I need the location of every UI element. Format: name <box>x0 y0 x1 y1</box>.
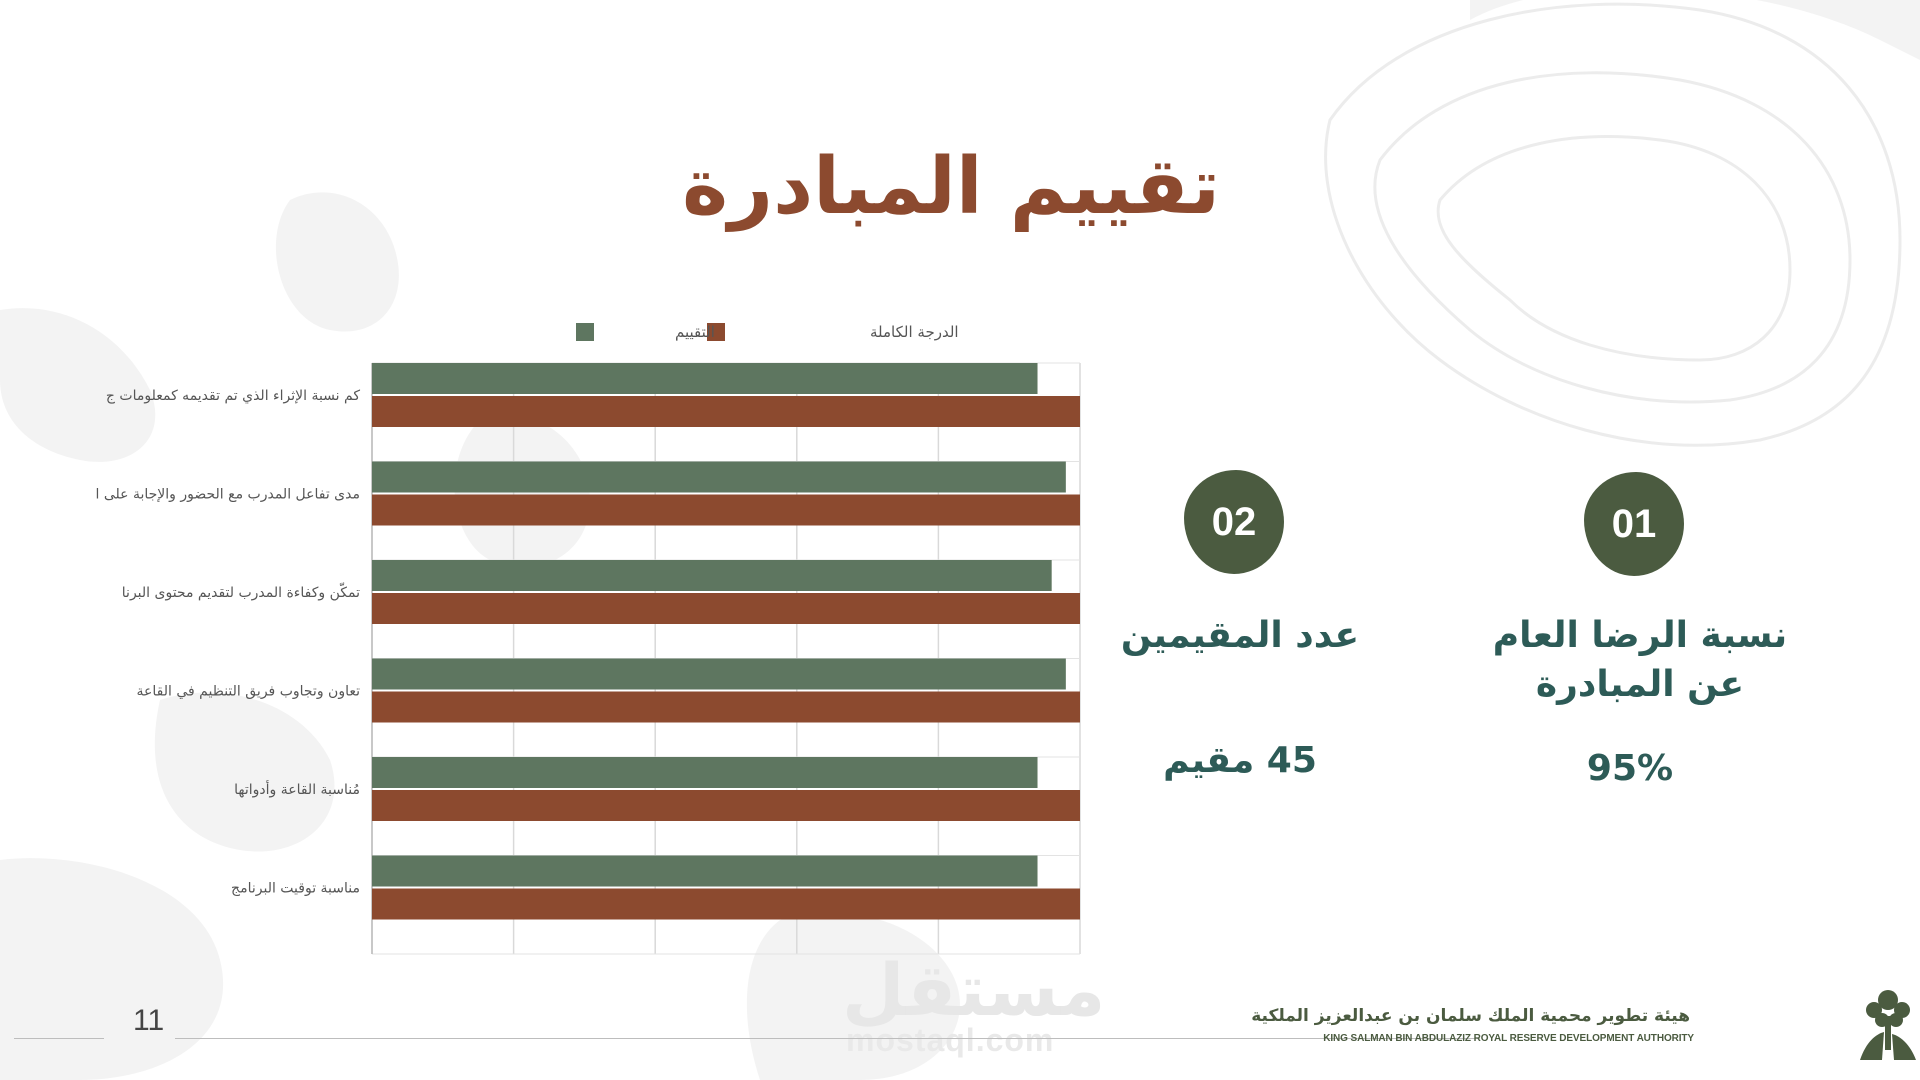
legend-swatch <box>576 323 594 341</box>
stat-value-evaluators: 45 مقيم <box>1163 740 1317 781</box>
legend-swatch <box>707 323 725 341</box>
stat-badge-01: 01 <box>1584 472 1684 576</box>
stat-label-evaluators: عدد المقيمين <box>1100 612 1380 661</box>
authority-emblem-icon <box>1860 990 1916 1060</box>
stat-label-line: نسبة الرضا العام <box>1492 615 1788 656</box>
bar-full-score <box>372 396 1080 427</box>
bar-rating <box>372 855 1038 887</box>
slide-title: تقييم المبادرة <box>682 142 1220 232</box>
page-number: 11 <box>133 1004 165 1037</box>
footer-line-left <box>14 1038 104 1039</box>
org-name-arabic: هيئة تطوير محمية الملك سلمان بن عبدالعزي… <box>1251 1006 1690 1026</box>
bar-rating <box>372 363 1038 394</box>
bar-rating <box>372 658 1066 690</box>
category-label: تمكّن وكفاءة المدرب لتقديم محتوى البرنا <box>122 583 360 601</box>
watermark-arabic: مستقل <box>842 948 1106 1032</box>
stat-label-line: عدد المقيمين <box>1120 615 1360 656</box>
category-label: مُناسبة القاعة وأدواتها <box>234 780 360 798</box>
legend-label: التقييم <box>675 323 715 341</box>
category-label: مناسبة توقيت البرنامج <box>231 881 360 897</box>
category-label: كم نسبة الإثراء الذي تم تقديمه كمعلومات … <box>106 388 360 404</box>
bar-full-score <box>372 691 1080 723</box>
bar-full-score <box>372 888 1080 920</box>
category-label: تعاون وتجاوب فريق التنظيم في القاعة <box>137 684 361 700</box>
stat-label-satisfaction: نسبة الرضا العام عن المبادرة <box>1470 612 1810 709</box>
bar-rating <box>372 757 1038 788</box>
bar-full-score <box>372 494 1080 526</box>
stat-label-line: عن المبادرة <box>1535 663 1745 705</box>
bar-rating <box>372 461 1066 493</box>
bar-rating <box>372 560 1052 591</box>
legend-label: الدرجة الكاملة <box>870 323 959 341</box>
stat-badge-02: 02 <box>1184 470 1284 574</box>
bar-full-score <box>372 593 1080 624</box>
org-name-english: KING SALMAN BIN ABDULAZIZ ROYAL RESERVE … <box>1323 1033 1694 1044</box>
rating-bar-chart: الدرجة الكاملةالتقييم0.01.02.03.04.05.0ك… <box>96 323 1081 955</box>
stat-value-satisfaction: 95% <box>1586 748 1674 789</box>
footer-line-main <box>175 1038 1480 1039</box>
category-label: مدى تفاعل المدرب مع الحضور والإجابة على … <box>96 487 360 503</box>
bar-full-score <box>372 790 1080 821</box>
watermark-english: mostaql.com <box>846 1022 1055 1058</box>
